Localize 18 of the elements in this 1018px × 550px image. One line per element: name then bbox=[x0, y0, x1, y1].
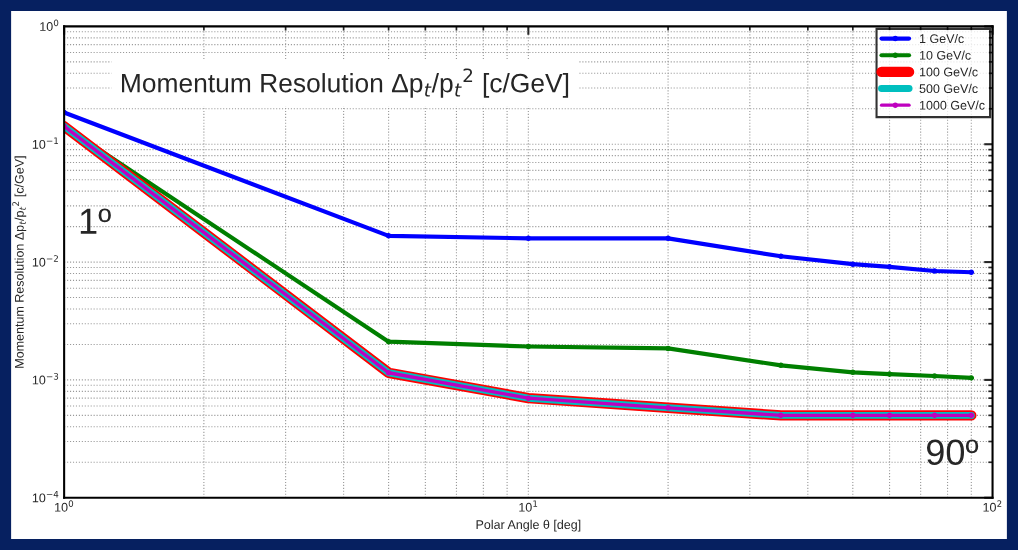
x-tick-label: 10$^{2}$ bbox=[983, 500, 1002, 512]
legend-label: 1 GeV/c bbox=[919, 33, 964, 44]
x-tick-label: 10$^{1}$ bbox=[519, 500, 538, 512]
legend-label: 500 GeV/c bbox=[919, 83, 978, 94]
text: Momentum Resolution Δp$_{t}$/p$_{t}$$^{2}$ [c/GeV] bbox=[122, 68, 569, 98]
legend-label: 100 GeV/c bbox=[919, 67, 978, 77]
x-tick-label: 10$^{0}$ bbox=[55, 500, 74, 512]
x-axis-title: Polar Angle θ [deg] bbox=[476, 519, 581, 532]
y-tick-label: 10$^{−1}$ bbox=[32, 137, 59, 149]
legend-label: 1000 GeV/c bbox=[919, 100, 985, 110]
y-tick-label: 10$^{−3}$ bbox=[32, 373, 59, 385]
y-tick-label: 10$^{−4}$ bbox=[32, 491, 59, 503]
annotation: 90º bbox=[926, 439, 979, 466]
y-axis-title: Momentum Resolution Δp$_{t}$/p$_{t}$$^{2}$ [c/GeV] bbox=[12, 156, 27, 368]
legend-label: 10 GeV/c bbox=[919, 50, 971, 60]
annotation: 1º bbox=[80, 208, 111, 234]
y-tick-label: 10$^{0}$ bbox=[40, 19, 59, 31]
y-tick-label: 10$^{−2}$ bbox=[32, 255, 58, 267]
